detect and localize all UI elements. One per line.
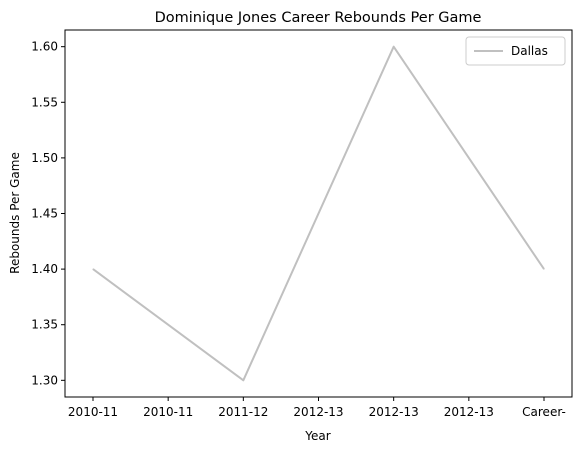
y-tick-label: 1.40 [31,262,58,276]
y-axis-label: Rebounds Per Game [8,152,22,274]
x-tick-label: 2011-12 [218,405,268,419]
x-tick-label: 2010-11 [68,405,118,419]
series-layer [92,45,545,382]
chart-title: Dominique Jones Career Rebounds Per Game [155,10,482,26]
legend: Dallas [465,36,566,66]
series-line-dallas [92,45,545,382]
x-tick-label: 2012-13 [369,405,419,419]
data-point [92,268,94,270]
x-tick-label: 2012-13 [444,405,494,419]
x-tick-label: 2010-11 [143,405,193,419]
y-tick-label: 1.30 [31,373,58,387]
data-point [543,268,545,270]
x-axis-label: Year [304,429,330,443]
x-axis: 2010-11 2010-11 2011-12 2012-13 2012-13 2012-… [68,397,566,419]
data-point [393,46,395,48]
legend-box [465,36,566,66]
data-point [242,379,244,381]
y-tick-label: 1.45 [31,207,58,221]
y-axis: 1.30 1.35 1.40 1.45 1.50 1.55 1.60 [31,40,65,387]
x-tick-label: 2012-13 [293,405,343,419]
y-tick-label: 1.55 [31,95,58,109]
y-tick-label: 1.35 [31,318,58,332]
legend-label-dallas: Dallas [511,44,548,58]
x-tick-label: Career- [522,405,566,419]
y-tick-label: 1.60 [31,40,58,54]
y-tick-label: 1.50 [31,151,58,165]
